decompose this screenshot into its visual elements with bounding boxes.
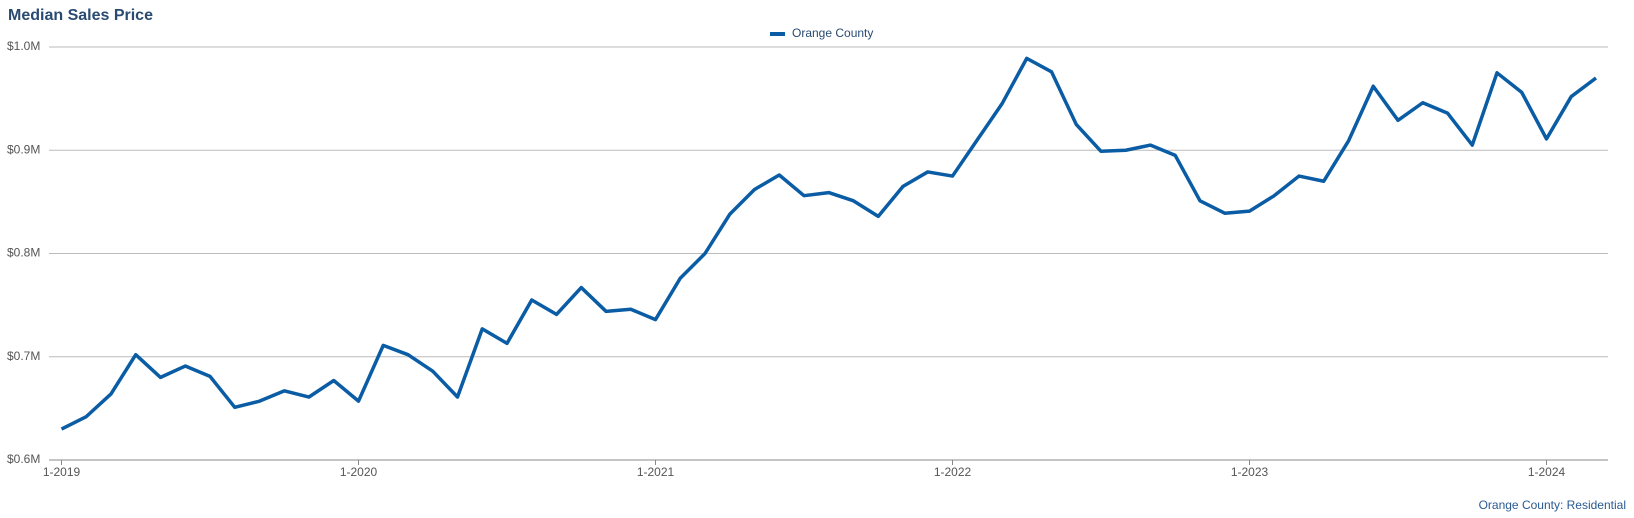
- y-tick-label: $1.0M: [7, 39, 40, 53]
- y-tick-label: $0.8M: [7, 246, 40, 260]
- source: Orange County: Residential: [1479, 498, 1626, 512]
- x-tick-label: 1-2022: [934, 465, 972, 479]
- y-tick-label: $0.6M: [7, 452, 40, 466]
- legend-label[interactable]: Orange County: [792, 26, 873, 40]
- data-line: [60, 56, 1598, 431]
- chart-title: Median Sales Price: [8, 7, 153, 24]
- y-tick-label: $0.9M: [7, 142, 40, 156]
- x-tick-label: 1-2019: [43, 465, 81, 479]
- x-tick-label: 1-2024: [1528, 465, 1566, 479]
- y-tick-label: $0.7M: [7, 349, 40, 363]
- x-tick-label: 1-2021: [637, 465, 675, 479]
- x-tick-label: 1-2023: [1231, 465, 1269, 479]
- x-tick-label: 1-2020: [340, 465, 378, 479]
